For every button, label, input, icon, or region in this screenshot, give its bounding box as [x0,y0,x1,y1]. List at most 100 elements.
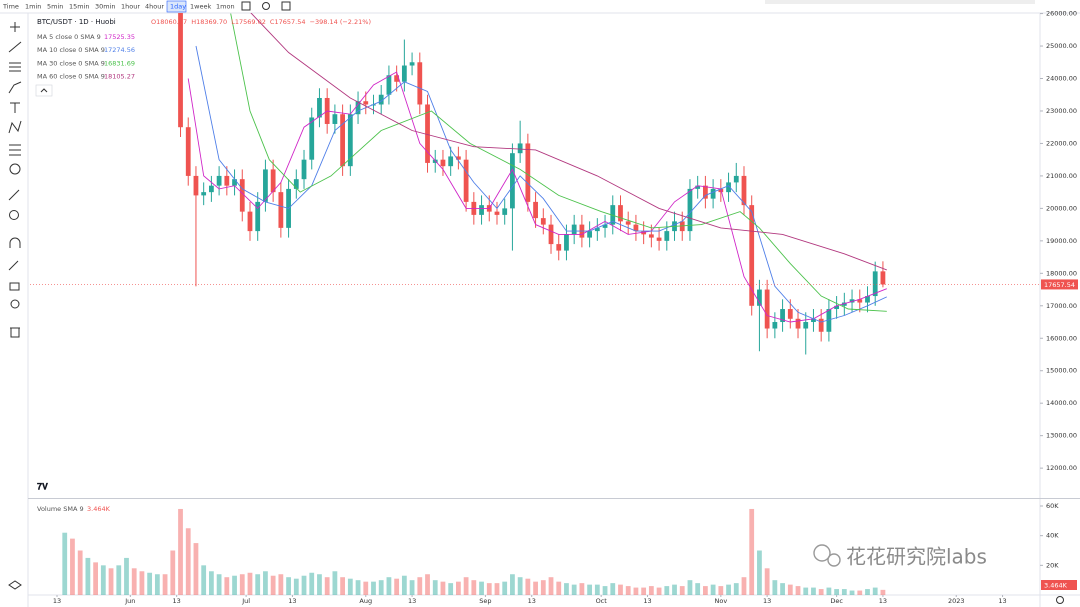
volume-bar [510,574,515,595]
volume-bar [641,587,647,595]
candle-body [510,153,515,209]
candle-body [455,156,461,160]
volume-bar [672,584,677,595]
magnet-tool[interactable] [9,237,21,248]
stay-drawing-tool[interactable] [8,260,19,271]
text-tool[interactable] [10,102,20,113]
lock-tool[interactable] [9,282,20,291]
layers-tool[interactable] [8,580,22,590]
volume-bar [726,584,731,595]
candle-body [787,309,793,319]
volume-bar [185,528,191,595]
fullscreen-icon[interactable] [281,1,291,11]
candle-body [417,62,423,105]
volume-bar [247,572,253,595]
ruler-tool[interactable] [8,189,20,201]
candle-body [463,159,469,202]
interval-button[interactable]: 1hour [121,3,140,11]
x-tick-label: Dec [830,597,843,605]
y-tick-label: 18000.00 [1046,269,1077,277]
open-value: O18060.47 [151,18,187,26]
candle-body [594,227,600,232]
candle-body [533,201,538,219]
candle-body [710,188,716,199]
candle-body [803,322,809,329]
crosshair-tool[interactable] [10,22,20,32]
candle-body [201,192,207,196]
interval-buttons: Time 1min 5min 15min 30min 1hour 4hour 1day 1wee… [2,3,235,11]
pattern-tool[interactable] [8,120,22,134]
settings-icon[interactable] [1056,596,1064,604]
volume-bar [718,586,724,595]
candle-body [610,205,616,225]
interval-button[interactable]: 15min [69,3,90,11]
y-tick-label: 16000.00 [1046,334,1077,342]
candle-body [517,143,523,154]
x-tick-label: Jun [124,597,135,605]
ma-legend-value: 16831.69 [104,59,135,67]
indicator-icon[interactable] [241,1,251,11]
volume-bar [93,562,99,595]
candle-body [502,208,508,215]
volume-bar [432,580,438,595]
candle-body [216,175,222,186]
x-tick-label: 13 [408,597,416,605]
volume-bar [85,557,91,595]
volume-last-box [1041,580,1077,590]
x-tick-label: 13 [53,597,61,605]
volume-bar [540,580,546,595]
emoji-tool[interactable] [9,163,21,175]
interval-button[interactable]: 4hour [145,3,164,11]
volume-bar [178,508,183,595]
volume-bar [100,565,106,595]
interval-button[interactable]: 1min [25,3,41,11]
interval-button[interactable]: 30min [95,3,116,11]
watermark-text: 花花研究院labs [846,545,987,569]
volume-bar [780,583,785,595]
volume-bar [733,583,739,595]
collapse-legend[interactable] [35,84,53,97]
collapse-arrow [40,88,48,93]
volume-bar [463,577,469,595]
x-tick-label: Nov [714,597,727,605]
candle-body [363,101,369,105]
volume-bar [741,577,747,595]
candle-body [656,237,662,241]
volume-bar [818,589,824,595]
volume-bar [108,568,114,595]
y-tick-label: 19000.00 [1046,237,1077,245]
candle-body [293,179,299,189]
x-tick-label: Aug [359,597,372,605]
x-tick-label: 13 [173,597,181,605]
volume-bar [687,580,693,595]
ma-legend-name: MA 30 close 0 SMA 9 [37,59,105,67]
volume-bar [787,584,793,595]
candle-body [571,224,577,235]
volume-bar [124,557,129,595]
volume-bar [841,589,847,595]
candle-body [857,299,863,303]
candle-body [309,117,315,160]
zoom-tool[interactable] [9,210,19,220]
volume-bar [865,589,870,595]
candle-body [448,156,454,167]
low-value: L17569.02 [231,18,266,26]
interval-button[interactable]: 1week [190,3,211,11]
brush-tool[interactable] [8,81,22,94]
active-interval [166,0,187,13]
candle-body [347,114,353,167]
fib-tool[interactable] [9,62,21,72]
interval-button[interactable]: Time [2,3,19,11]
interval-button[interactable]: 1day [170,3,186,11]
line-tool[interactable] [8,41,22,53]
volume-bar [131,568,137,595]
compare-icon[interactable] [262,2,270,10]
candle-body [811,318,816,323]
volume-bar [154,574,160,595]
interval-button[interactable]: 1mon [216,3,235,11]
prediction-tool[interactable] [9,144,21,156]
candle-body [687,188,693,232]
trash-tool[interactable] [10,327,20,338]
interval-button[interactable]: 5min [47,3,63,11]
hide-tool[interactable] [10,299,20,309]
